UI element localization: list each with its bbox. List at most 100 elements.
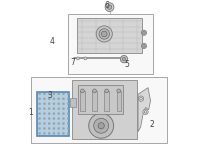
Circle shape [39, 93, 41, 95]
Circle shape [99, 29, 109, 39]
Text: 2: 2 [150, 120, 154, 129]
Circle shape [93, 89, 96, 93]
Circle shape [67, 103, 69, 105]
Bar [78, 85, 123, 114]
Circle shape [43, 103, 45, 105]
Text: 6: 6 [104, 1, 109, 10]
Circle shape [141, 43, 147, 49]
Circle shape [43, 117, 45, 120]
Circle shape [39, 127, 41, 130]
Circle shape [58, 113, 60, 115]
Polygon shape [138, 88, 151, 132]
Circle shape [140, 97, 142, 100]
Circle shape [62, 122, 64, 125]
Circle shape [67, 113, 69, 115]
Circle shape [43, 113, 45, 115]
Text: 1: 1 [28, 108, 33, 117]
Circle shape [53, 98, 55, 100]
Circle shape [96, 26, 112, 42]
Circle shape [39, 108, 41, 110]
Circle shape [43, 108, 45, 110]
Bar [117, 91, 121, 111]
Bar [104, 91, 109, 111]
Circle shape [53, 122, 55, 125]
Text: 7: 7 [70, 58, 75, 67]
Circle shape [101, 31, 107, 37]
Circle shape [105, 89, 109, 93]
Circle shape [67, 98, 69, 100]
Circle shape [58, 93, 60, 95]
Circle shape [67, 132, 69, 134]
Circle shape [141, 30, 147, 35]
Text: 4: 4 [50, 37, 55, 46]
Circle shape [84, 57, 87, 60]
Circle shape [53, 108, 55, 110]
Circle shape [143, 31, 145, 34]
Circle shape [43, 132, 45, 134]
Circle shape [77, 57, 79, 60]
Circle shape [67, 93, 69, 95]
Circle shape [53, 103, 55, 105]
Circle shape [120, 55, 128, 63]
Circle shape [62, 117, 64, 120]
Circle shape [39, 103, 41, 105]
Circle shape [89, 113, 114, 138]
Bar [92, 91, 97, 111]
Circle shape [67, 127, 69, 130]
Circle shape [58, 117, 60, 120]
Bar [31, 77, 167, 143]
Circle shape [53, 113, 55, 115]
Circle shape [48, 122, 50, 125]
Circle shape [48, 113, 50, 115]
Circle shape [81, 89, 84, 93]
Circle shape [67, 122, 69, 125]
Polygon shape [77, 18, 142, 53]
Circle shape [62, 93, 64, 95]
Circle shape [58, 127, 60, 130]
Circle shape [43, 93, 45, 95]
Bar [70, 98, 76, 107]
Text: 5: 5 [125, 60, 130, 69]
Circle shape [53, 117, 55, 120]
Circle shape [58, 132, 60, 134]
Circle shape [58, 98, 60, 100]
Circle shape [48, 98, 50, 100]
Circle shape [48, 93, 50, 95]
Bar [37, 92, 69, 136]
Circle shape [62, 103, 64, 105]
Circle shape [98, 123, 104, 129]
Bar [68, 14, 153, 74]
Circle shape [144, 111, 147, 113]
Text: 3: 3 [48, 91, 53, 100]
Circle shape [53, 132, 55, 134]
Circle shape [43, 122, 45, 125]
Circle shape [67, 108, 69, 110]
Bar [80, 91, 85, 111]
Circle shape [48, 103, 50, 105]
Circle shape [48, 117, 50, 120]
Circle shape [53, 127, 55, 130]
Circle shape [62, 132, 64, 134]
Circle shape [94, 118, 109, 133]
Circle shape [62, 127, 64, 130]
Circle shape [48, 127, 50, 130]
Circle shape [53, 93, 55, 95]
Circle shape [138, 96, 144, 101]
Circle shape [39, 117, 41, 120]
Circle shape [62, 98, 64, 100]
Circle shape [143, 109, 148, 115]
Circle shape [62, 108, 64, 110]
Circle shape [107, 5, 112, 9]
Circle shape [43, 127, 45, 130]
Bar [72, 80, 137, 139]
Circle shape [105, 3, 114, 11]
Circle shape [58, 103, 60, 105]
Circle shape [62, 113, 64, 115]
Circle shape [122, 57, 126, 61]
Circle shape [48, 132, 50, 134]
Circle shape [58, 108, 60, 110]
Circle shape [39, 98, 41, 100]
Circle shape [48, 108, 50, 110]
Circle shape [67, 117, 69, 120]
Circle shape [39, 122, 41, 125]
